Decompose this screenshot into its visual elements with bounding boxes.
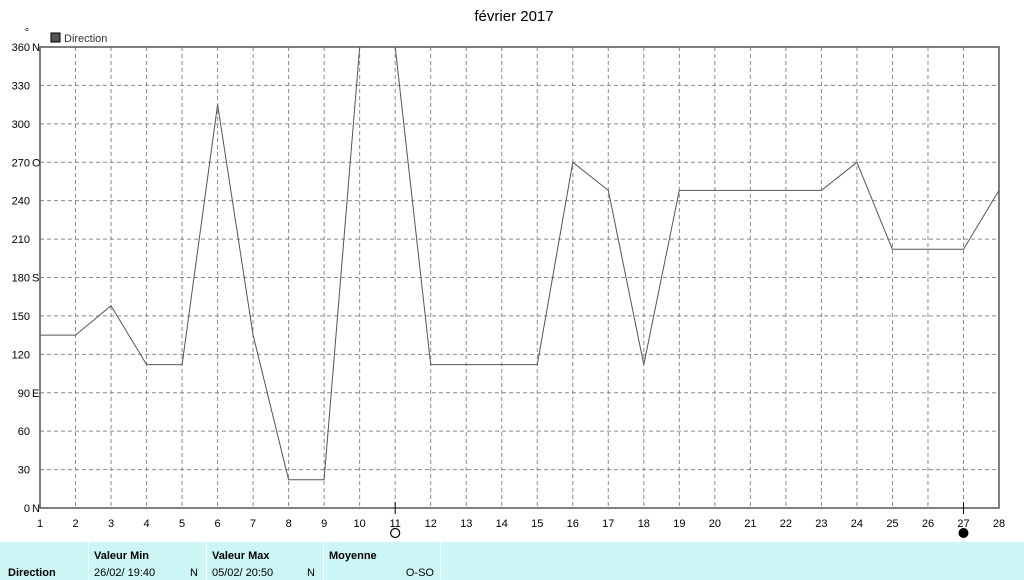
y-tick-label: 180 — [12, 273, 30, 285]
x-tick-label: 25 — [886, 518, 898, 530]
y-tick-label: 360 — [12, 42, 30, 54]
x-tick-label: 9 — [321, 518, 327, 530]
x-tick-label: 6 — [215, 518, 221, 530]
chart-title: février 2017 — [474, 8, 553, 25]
series-line-direction — [40, 46, 1000, 481]
x-tick-label: 18 — [638, 518, 650, 530]
y-tick-label: 0 — [24, 503, 30, 515]
x-tick-label: 17 — [602, 518, 614, 530]
y-cardinal-label: S — [32, 273, 39, 285]
moon-markers — [390, 502, 969, 539]
stats-avg-column: Moyenne O-SO — [323, 542, 440, 580]
x-tick-label: 28 — [993, 518, 1005, 530]
legend: Direction — [50, 32, 107, 45]
x-tick-label: 27 — [957, 518, 969, 530]
y-tick-label: 270 — [12, 157, 30, 169]
y-cardinal-label: O — [32, 157, 41, 169]
y-tick-label: 240 — [12, 196, 30, 208]
stats-row-label: Direction — [8, 567, 56, 579]
plot-frame — [39, 46, 1000, 509]
legend-label: Direction — [64, 33, 107, 45]
x-tick-label: 8 — [286, 518, 292, 530]
series-layer — [40, 46, 1000, 481]
stats-bar: Direction Valeur Min 26/02/ 19:40 N Vale… — [0, 542, 1024, 580]
stats-max-column: Valeur Max 05/02/ 20:50 N — [206, 542, 323, 580]
x-tick-label: 7 — [250, 518, 256, 530]
y-cardinal-label: N — [32, 42, 40, 54]
x-tick-label: 20 — [709, 518, 721, 530]
x-tick-label: 19 — [673, 518, 685, 530]
x-tick-label: 24 — [851, 518, 863, 530]
y-tick-label: 60 — [18, 426, 30, 438]
max-header: Valeur Max — [212, 550, 270, 562]
avg-value: O-SO — [405, 567, 434, 579]
y-tick-label: 210 — [12, 234, 30, 246]
x-tick-label: 13 — [460, 518, 472, 530]
x-tick-label: 3 — [108, 518, 114, 530]
x-tick-label: 2 — [72, 518, 78, 530]
y-cardinal-label: E — [32, 388, 39, 400]
y-tick-label: 300 — [12, 119, 30, 131]
grid — [40, 47, 999, 508]
y-tick-label: 150 — [12, 311, 30, 323]
min-direction: N — [190, 567, 198, 579]
y-unit-symbol: ° — [25, 27, 29, 39]
max-date: 05/02/ 20:50 — [212, 567, 274, 579]
x-tick-label: 1 — [37, 518, 43, 530]
stats-min-column: Valeur Min 26/02/ 19:40 N — [88, 542, 206, 580]
x-tick-label: 23 — [815, 518, 827, 530]
full-moon-icon — [390, 527, 401, 539]
new-moon-icon — [958, 528, 969, 538]
min-header: Valeur Min — [94, 550, 150, 562]
y-tick-label: 330 — [12, 80, 30, 92]
x-tick-label: 12 — [425, 518, 437, 530]
x-tick-label: 14 — [496, 518, 508, 530]
y-tick-label: 30 — [18, 465, 30, 477]
max-direction: N — [307, 567, 315, 579]
x-tick-label: 4 — [143, 518, 149, 530]
y-tick-label: 90 — [18, 388, 30, 400]
x-tick-label: 26 — [922, 518, 934, 530]
x-tick-label: 10 — [354, 518, 366, 530]
legend-swatch — [50, 32, 61, 43]
y-tick-label: 120 — [12, 349, 30, 361]
y-cardinal-label: N — [32, 503, 40, 515]
x-tick-label: 15 — [531, 518, 543, 530]
x-tick-label: 16 — [567, 518, 579, 530]
x-tick-label: 21 — [744, 518, 756, 530]
x-tick-label: 22 — [780, 518, 792, 530]
x-tick-label: 5 — [179, 518, 185, 530]
min-date: 26/02/ 19:40 — [94, 567, 156, 579]
x-tick-label: 11 — [389, 518, 400, 530]
avg-header: Moyenne — [329, 550, 377, 562]
stats-empty-area — [440, 542, 1024, 580]
